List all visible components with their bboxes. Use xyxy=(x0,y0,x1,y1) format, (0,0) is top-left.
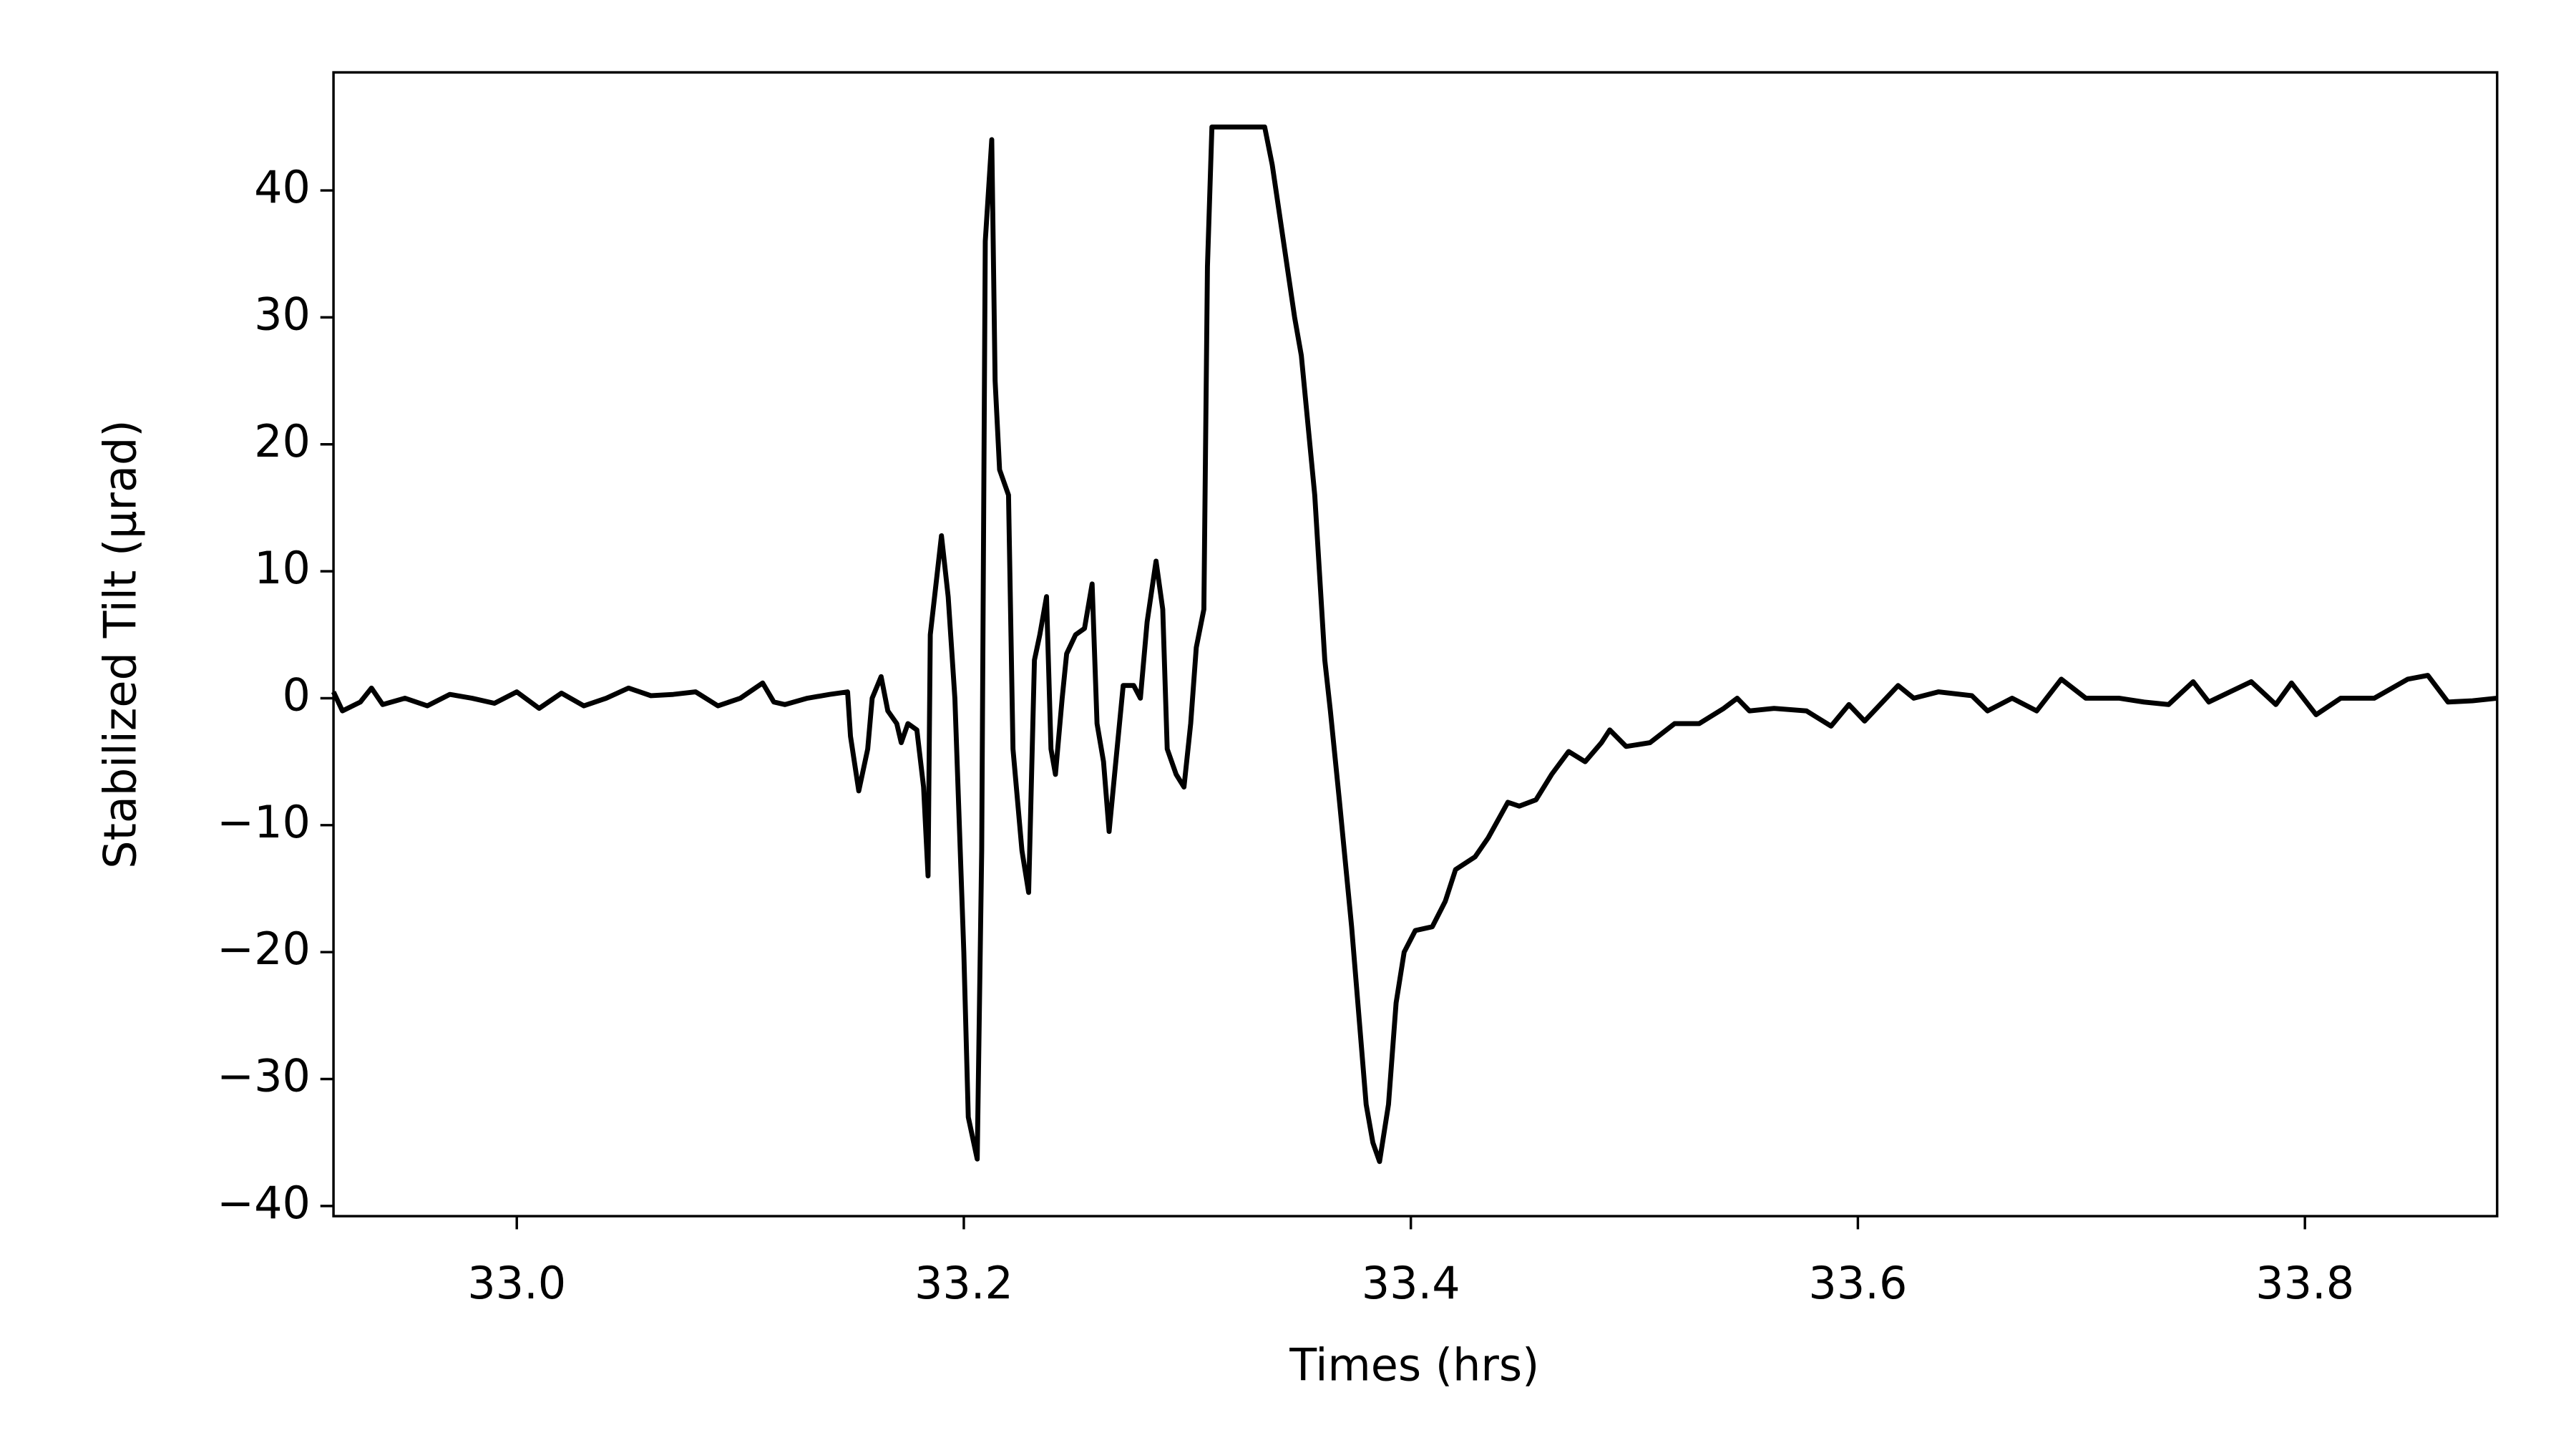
x-axis-label: Times (hrs) xyxy=(1289,1339,1539,1391)
y-tick-label: 10 xyxy=(254,542,311,594)
x-tick-label: 33.0 xyxy=(467,1257,566,1309)
x-tick-label: 33.4 xyxy=(1362,1257,1460,1309)
y-tick-label: −40 xyxy=(217,1177,311,1229)
data-line xyxy=(331,124,2498,1165)
y-tick-label: 20 xyxy=(254,415,311,467)
y-tick-label: 30 xyxy=(254,288,311,340)
x-tick-label: 33.2 xyxy=(914,1257,1013,1309)
y-tick-label: −30 xyxy=(217,1050,311,1102)
y-axis-label: Stabilized Tilt (μrad) xyxy=(94,419,146,868)
y-tick-label: −20 xyxy=(217,923,311,975)
y-tick-label: 0 xyxy=(282,669,310,722)
y-tick-label: 40 xyxy=(254,161,311,213)
x-tick-label: 33.8 xyxy=(2255,1257,2354,1309)
x-tick-label: 33.6 xyxy=(1808,1257,1907,1309)
plot-frame xyxy=(332,71,2499,1218)
y-tick-label: −10 xyxy=(217,796,311,848)
